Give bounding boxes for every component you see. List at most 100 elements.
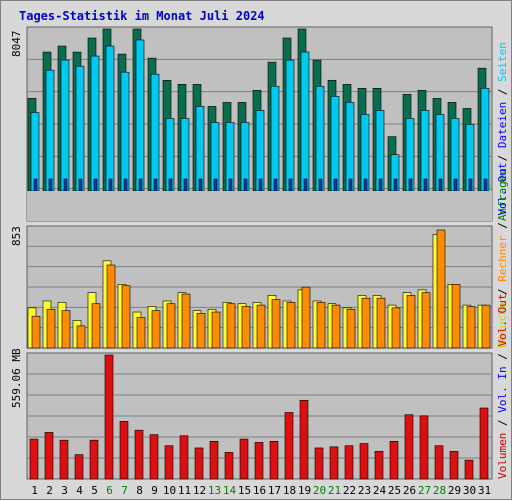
seiten-bar: [48, 178, 53, 192]
rechner-bar: [211, 311, 221, 349]
volumen-bar: [419, 415, 429, 480]
rechner-bar: [61, 310, 71, 349]
legend-entry: /: [496, 413, 509, 433]
day-tick-label: 29: [448, 484, 461, 497]
rechner-bar: [151, 310, 161, 349]
day-tick-label: 12: [193, 484, 206, 497]
seiten-bar: [483, 178, 488, 192]
rechner-bar: [436, 229, 446, 349]
volumen-bar: [209, 440, 219, 480]
seiten-bar: [183, 178, 188, 192]
seiten-bar: [303, 178, 308, 192]
volumen-bar: [404, 414, 414, 480]
day-tick-label: 7: [121, 484, 128, 497]
volumen-bar: [59, 439, 69, 480]
rechner-bar: [256, 304, 266, 349]
volumen-bar: [434, 445, 444, 480]
rechner-bar: [361, 297, 371, 349]
seiten-bar: [93, 178, 98, 192]
legend-entry: /: [496, 82, 509, 102]
seiten-bar: [273, 178, 278, 192]
legend-label: Besuche / Rechner / Vol. Out: [496, 163, 509, 348]
seiten-bar: [63, 178, 68, 192]
seiten-bar: [468, 178, 473, 192]
legend-label: Anfragen / Dateien / Seiten: [496, 42, 509, 221]
seiten-bar: [258, 178, 263, 192]
rechner-bar: [241, 306, 251, 349]
seiten-bar: [153, 178, 158, 192]
volumen-bar: [284, 412, 294, 480]
volumen-bar: [314, 447, 324, 480]
seiten-bar: [318, 178, 323, 192]
dateien-bar: [120, 71, 130, 192]
seiten-bar: [198, 178, 203, 192]
seiten-bar: [333, 178, 338, 192]
seiten-bar: [363, 178, 368, 192]
seiten-bar: [123, 178, 128, 192]
rechner-bar: [286, 302, 296, 349]
volumen-bar: [74, 454, 84, 480]
day-tick-label: 17: [268, 484, 281, 497]
rechner-bar: [181, 293, 191, 349]
volumen-bar: [239, 438, 249, 480]
dateien-bar: [150, 73, 160, 192]
day-tick-label: 5: [91, 484, 98, 497]
volumen-bar: [29, 438, 39, 480]
day-tick-label: 27: [418, 484, 431, 497]
volumen-bar: [389, 440, 399, 480]
day-tick-label: 3: [61, 484, 68, 497]
rechner-bar: [166, 303, 176, 349]
chart-title: Tages-Statistik im Monat Juli 2024: [19, 9, 265, 23]
day-tick-label: 23: [358, 484, 371, 497]
dateien-bar: [330, 96, 340, 192]
rechner-bar: [46, 308, 56, 349]
volumen-bar: [89, 439, 99, 480]
legend-entry: /: [496, 347, 509, 367]
seiten-bar: [288, 178, 293, 192]
day-tick-label: 21: [328, 484, 341, 497]
dateien-bar: [195, 106, 205, 192]
seiten-bar: [378, 178, 383, 192]
scale-label: 8047: [10, 31, 23, 58]
dateien-bar: [480, 87, 490, 192]
scale-label: 559.06 MB: [10, 348, 23, 408]
volumen-bar: [134, 429, 144, 480]
day-tick-label: 24: [373, 484, 387, 497]
rechner-bar: [316, 302, 326, 349]
day-tick-label: 22: [343, 484, 356, 497]
volumen-bar: [179, 435, 189, 480]
rechner-bar: [331, 304, 341, 349]
day-tick-label: 4: [76, 484, 83, 497]
legend-entry: Vol. Out: [496, 294, 509, 347]
legend-entry: Vol. In: [496, 366, 509, 412]
legend-entry: Seiten: [496, 42, 509, 82]
volumen-bar: [119, 421, 129, 480]
volumen-bar: [224, 452, 234, 480]
legend-entry: Anfragen: [496, 168, 509, 221]
day-tick-label: 18: [283, 484, 296, 497]
volumen-bar: [344, 445, 354, 480]
dateien-bar: [90, 55, 100, 192]
seiten-bar: [33, 178, 38, 192]
day-tick-label: 19: [298, 484, 311, 497]
day-tick-label: 28: [433, 484, 446, 497]
rechner-bar: [76, 325, 86, 349]
volumen-bar: [374, 450, 384, 480]
seiten-bar: [243, 178, 248, 192]
rechner-bar: [136, 317, 146, 349]
dateien-bar: [285, 59, 295, 192]
volumen-bar: [464, 459, 474, 480]
volumen-bar: [359, 443, 369, 480]
legend-entry: Besuche: [496, 302, 509, 348]
rechner-bar: [421, 292, 431, 349]
seiten-bar: [348, 178, 353, 192]
rechner-bar: [391, 307, 401, 349]
rechner-bar: [31, 315, 41, 349]
legend-entry: Vol. Out: [496, 163, 509, 216]
dateien-bar: [75, 65, 85, 192]
seiten-bar: [138, 178, 143, 192]
rechner-bar: [226, 303, 236, 349]
legend-entry: /: [496, 148, 509, 168]
rechner-bar: [451, 284, 461, 349]
